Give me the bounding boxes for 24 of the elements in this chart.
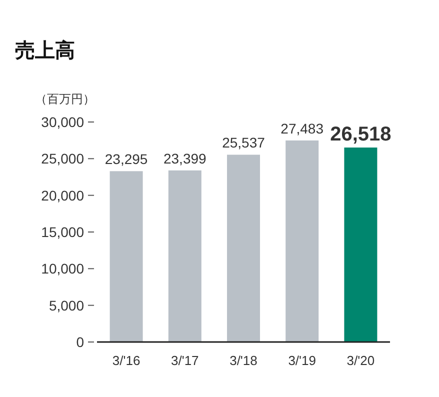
bar [168,170,202,342]
y-tick-label: 30,000 [41,114,84,130]
y-tick-label: 20,000 [41,187,84,204]
data-label: 23,399 [163,150,207,166]
data-label: 23,295 [104,151,148,168]
x-tick-label: 3/'18 [230,353,258,368]
data-label: 26,518 [330,124,392,146]
chart-title: 売上高 [15,39,75,62]
y-tick-label: 25,000 [41,150,84,167]
bar [344,148,378,342]
x-tick-label: 3/'19 [288,353,316,368]
bar [110,171,143,342]
y-axis-title: （百万円） [35,92,95,106]
y-tick-label: 15,000 [41,224,84,240]
bar [286,140,319,342]
y-tick-label: 0 [76,334,84,350]
bar [227,154,260,342]
data-label: 25,537 [222,134,266,151]
x-tick-label: 3/'20 [346,353,375,368]
x-tick-label: 3/'16 [112,353,140,368]
x-tick-label: 3/'17 [171,353,199,368]
y-tick-label: 10,000 [41,260,84,277]
data-label: 27,483 [280,120,324,136]
y-tick-label: 5,000 [48,297,84,314]
